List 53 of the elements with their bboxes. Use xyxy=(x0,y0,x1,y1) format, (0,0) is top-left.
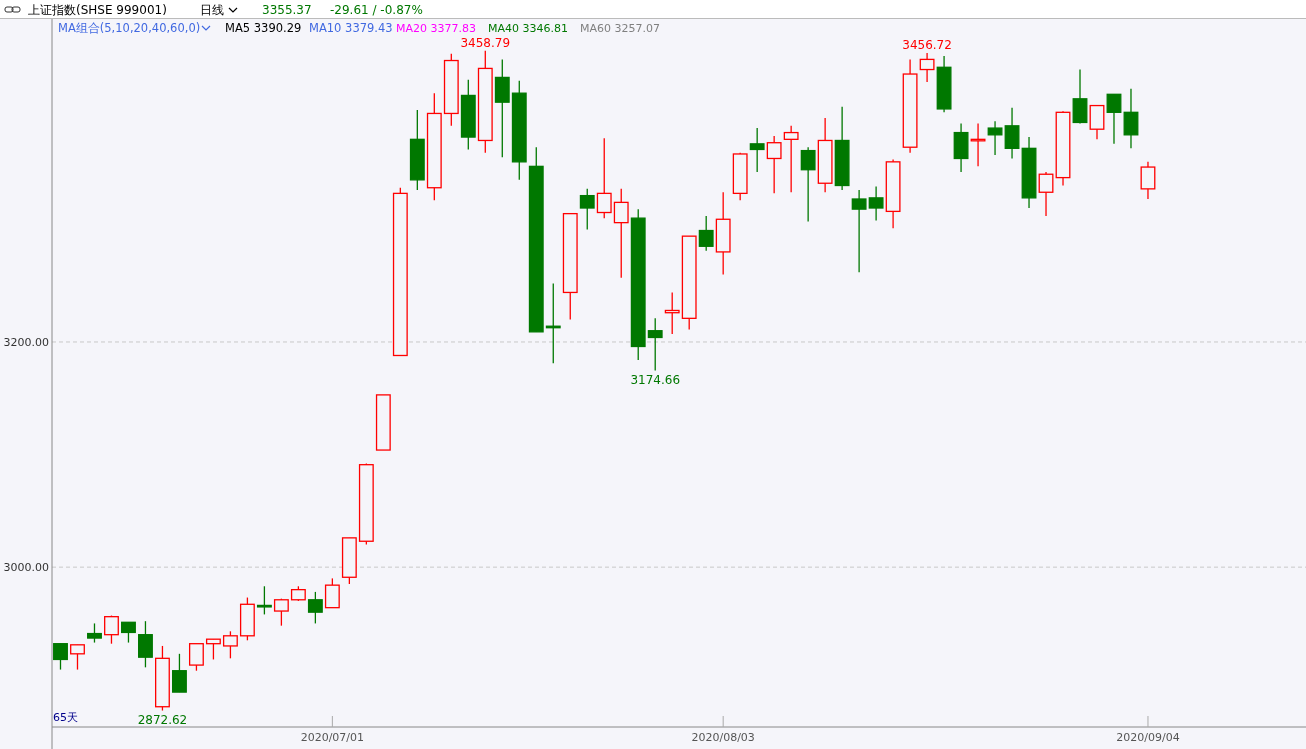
annotation: MA40 3346.81 xyxy=(488,22,568,35)
x-tick-label: 2020/07/01 xyxy=(300,731,365,744)
text: 日线 xyxy=(200,3,224,17)
candlestick xyxy=(698,215,714,252)
candlestick xyxy=(1123,88,1139,149)
annotation: 3456.72 xyxy=(902,37,952,52)
annotation: MA60 3257.07 xyxy=(580,22,660,35)
y-tick-label: 3000.00 xyxy=(3,561,49,575)
annotation: 3174.66 xyxy=(630,372,681,387)
annotation: 65天 xyxy=(53,711,78,724)
candlestick xyxy=(1004,107,1020,160)
candlestick xyxy=(273,598,289,627)
candlestick xyxy=(749,127,765,173)
annotation: MA10 3379.43 xyxy=(309,21,393,35)
annotation: 3458.79 xyxy=(460,35,511,50)
y-tick-label: 3200.00 xyxy=(3,335,49,349)
candlestick xyxy=(1072,68,1088,125)
candlestick xyxy=(138,620,153,668)
candlestick xyxy=(1038,171,1054,217)
candlestick xyxy=(1140,161,1156,200)
candlestick xyxy=(987,120,1003,156)
candlestick xyxy=(188,643,204,672)
candlestick xyxy=(87,622,102,644)
chart-title: 上证指数(SHSE 999001) xyxy=(28,3,167,17)
text: 3355.37 xyxy=(262,3,312,17)
candlestick xyxy=(222,630,238,659)
x-tick-label: 2020/09/04 xyxy=(1116,731,1180,744)
candlestick xyxy=(1106,93,1122,145)
candlestick xyxy=(324,577,340,609)
candlestick xyxy=(647,317,663,372)
candlestick xyxy=(783,125,799,193)
candlestick xyxy=(851,189,867,273)
candlestick xyxy=(579,188,595,231)
candlestick xyxy=(70,644,85,671)
candlestick xyxy=(307,591,323,625)
candlestick xyxy=(104,614,119,645)
candlestick xyxy=(868,185,884,222)
candlestick xyxy=(1089,104,1105,140)
annotation: MA20 3377.83 xyxy=(396,22,476,35)
annotation: MA5 3390.29 xyxy=(225,21,302,35)
x-tick-label: 2020/08/03 xyxy=(691,731,755,744)
text: -29.61 / -0.87% xyxy=(330,3,423,17)
candlestick xyxy=(121,621,136,644)
candlestick xyxy=(800,146,816,223)
candlestick xyxy=(596,137,612,219)
annotation: 2872.62 xyxy=(137,712,188,727)
candlestick xyxy=(53,643,68,671)
candlestick xyxy=(766,135,782,195)
candlestick xyxy=(256,585,272,616)
candlestick xyxy=(919,52,935,83)
candlestick xyxy=(613,188,629,279)
annotation: MA组合(5,10,20,40,60,0) xyxy=(58,21,201,35)
candlestick xyxy=(171,653,187,693)
